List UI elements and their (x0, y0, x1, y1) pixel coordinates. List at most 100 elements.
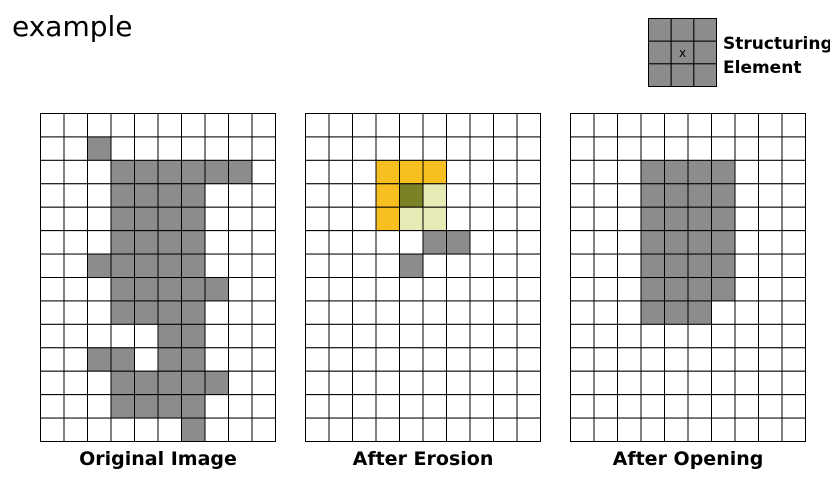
empty-pixel (617, 159, 642, 185)
filled-pixel (687, 300, 712, 325)
empty-pixel (228, 394, 253, 419)
filled-pixel (157, 206, 182, 232)
structuring-element-cell (693, 18, 718, 42)
empty-pixel (516, 113, 541, 138)
empty-pixel (734, 323, 759, 349)
empty-pixel (352, 417, 377, 442)
empty-pixel (328, 113, 353, 138)
empty-pixel (687, 394, 712, 419)
filled-pixel (640, 206, 665, 232)
filled-pixel (157, 253, 182, 279)
empty-pixel (593, 183, 618, 208)
structuring-element-cell (670, 63, 695, 88)
empty-pixel (446, 136, 471, 161)
empty-pixel (593, 136, 618, 161)
empty-pixel (617, 206, 642, 232)
empty-pixel (781, 136, 806, 161)
after-erosion-grid (305, 113, 541, 442)
empty-pixel (375, 136, 400, 161)
empty-pixel (570, 370, 595, 396)
empty-pixel (781, 417, 806, 442)
filled-pixel (711, 277, 736, 302)
empty-pixel (469, 136, 494, 161)
empty-pixel (352, 206, 377, 232)
empty-pixel (328, 183, 353, 208)
empty-pixel (664, 347, 689, 372)
empty-pixel (63, 277, 88, 302)
empty-pixel (664, 417, 689, 442)
empty-pixel (422, 113, 447, 138)
empty-pixel (734, 206, 759, 232)
filled-pixel (422, 159, 447, 185)
empty-pixel (40, 183, 65, 208)
empty-pixel (516, 417, 541, 442)
empty-pixel (516, 230, 541, 255)
filled-pixel (204, 159, 229, 185)
filled-pixel (640, 277, 665, 302)
empty-pixel (228, 370, 253, 396)
empty-pixel (493, 136, 518, 161)
empty-pixel (493, 113, 518, 138)
filled-pixel (687, 159, 712, 185)
empty-pixel (251, 300, 276, 325)
empty-pixel (758, 323, 783, 349)
empty-pixel (422, 347, 447, 372)
empty-pixel (493, 230, 518, 255)
empty-pixel (87, 113, 112, 138)
filled-pixel (157, 370, 182, 396)
empty-pixel (781, 300, 806, 325)
empty-pixel (516, 253, 541, 279)
filled-pixel (181, 417, 206, 442)
empty-pixel (328, 394, 353, 419)
empty-pixel (570, 323, 595, 349)
empty-pixel (305, 206, 330, 232)
empty-pixel (493, 417, 518, 442)
filled-pixel (87, 253, 112, 279)
filled-pixel (181, 206, 206, 232)
empty-pixel (758, 136, 783, 161)
empty-pixel (204, 230, 229, 255)
filled-pixel (422, 206, 447, 232)
empty-pixel (228, 323, 253, 349)
empty-pixel (758, 394, 783, 419)
empty-pixel (493, 277, 518, 302)
empty-pixel (617, 394, 642, 419)
filled-pixel (157, 300, 182, 325)
filled-pixel (399, 183, 424, 208)
empty-pixel (469, 230, 494, 255)
empty-pixel (375, 323, 400, 349)
empty-pixel (328, 230, 353, 255)
empty-pixel (399, 347, 424, 372)
filled-pixel (157, 347, 182, 372)
filled-pixel (375, 183, 400, 208)
filled-pixel (110, 183, 135, 208)
empty-pixel (204, 300, 229, 325)
filled-pixel (687, 206, 712, 232)
empty-pixel (446, 394, 471, 419)
empty-pixel (758, 370, 783, 396)
empty-pixel (570, 159, 595, 185)
empty-pixel (134, 136, 159, 161)
empty-pixel (446, 417, 471, 442)
empty-pixel (640, 370, 665, 396)
empty-pixel (617, 300, 642, 325)
empty-pixel (617, 370, 642, 396)
empty-pixel (204, 253, 229, 279)
filled-pixel (181, 253, 206, 279)
empty-pixel (734, 136, 759, 161)
empty-pixel (781, 183, 806, 208)
filled-pixel (157, 394, 182, 419)
filled-pixel (664, 183, 689, 208)
empty-pixel (781, 323, 806, 349)
empty-pixel (469, 159, 494, 185)
empty-pixel (687, 323, 712, 349)
empty-pixel (446, 159, 471, 185)
structuring-element-center-mark: x (679, 46, 686, 60)
empty-pixel (516, 183, 541, 208)
structuring-element-cell (693, 63, 718, 88)
empty-pixel (251, 370, 276, 396)
empty-pixel (40, 417, 65, 442)
empty-pixel (87, 394, 112, 419)
empty-pixel (251, 136, 276, 161)
filled-pixel (157, 230, 182, 255)
